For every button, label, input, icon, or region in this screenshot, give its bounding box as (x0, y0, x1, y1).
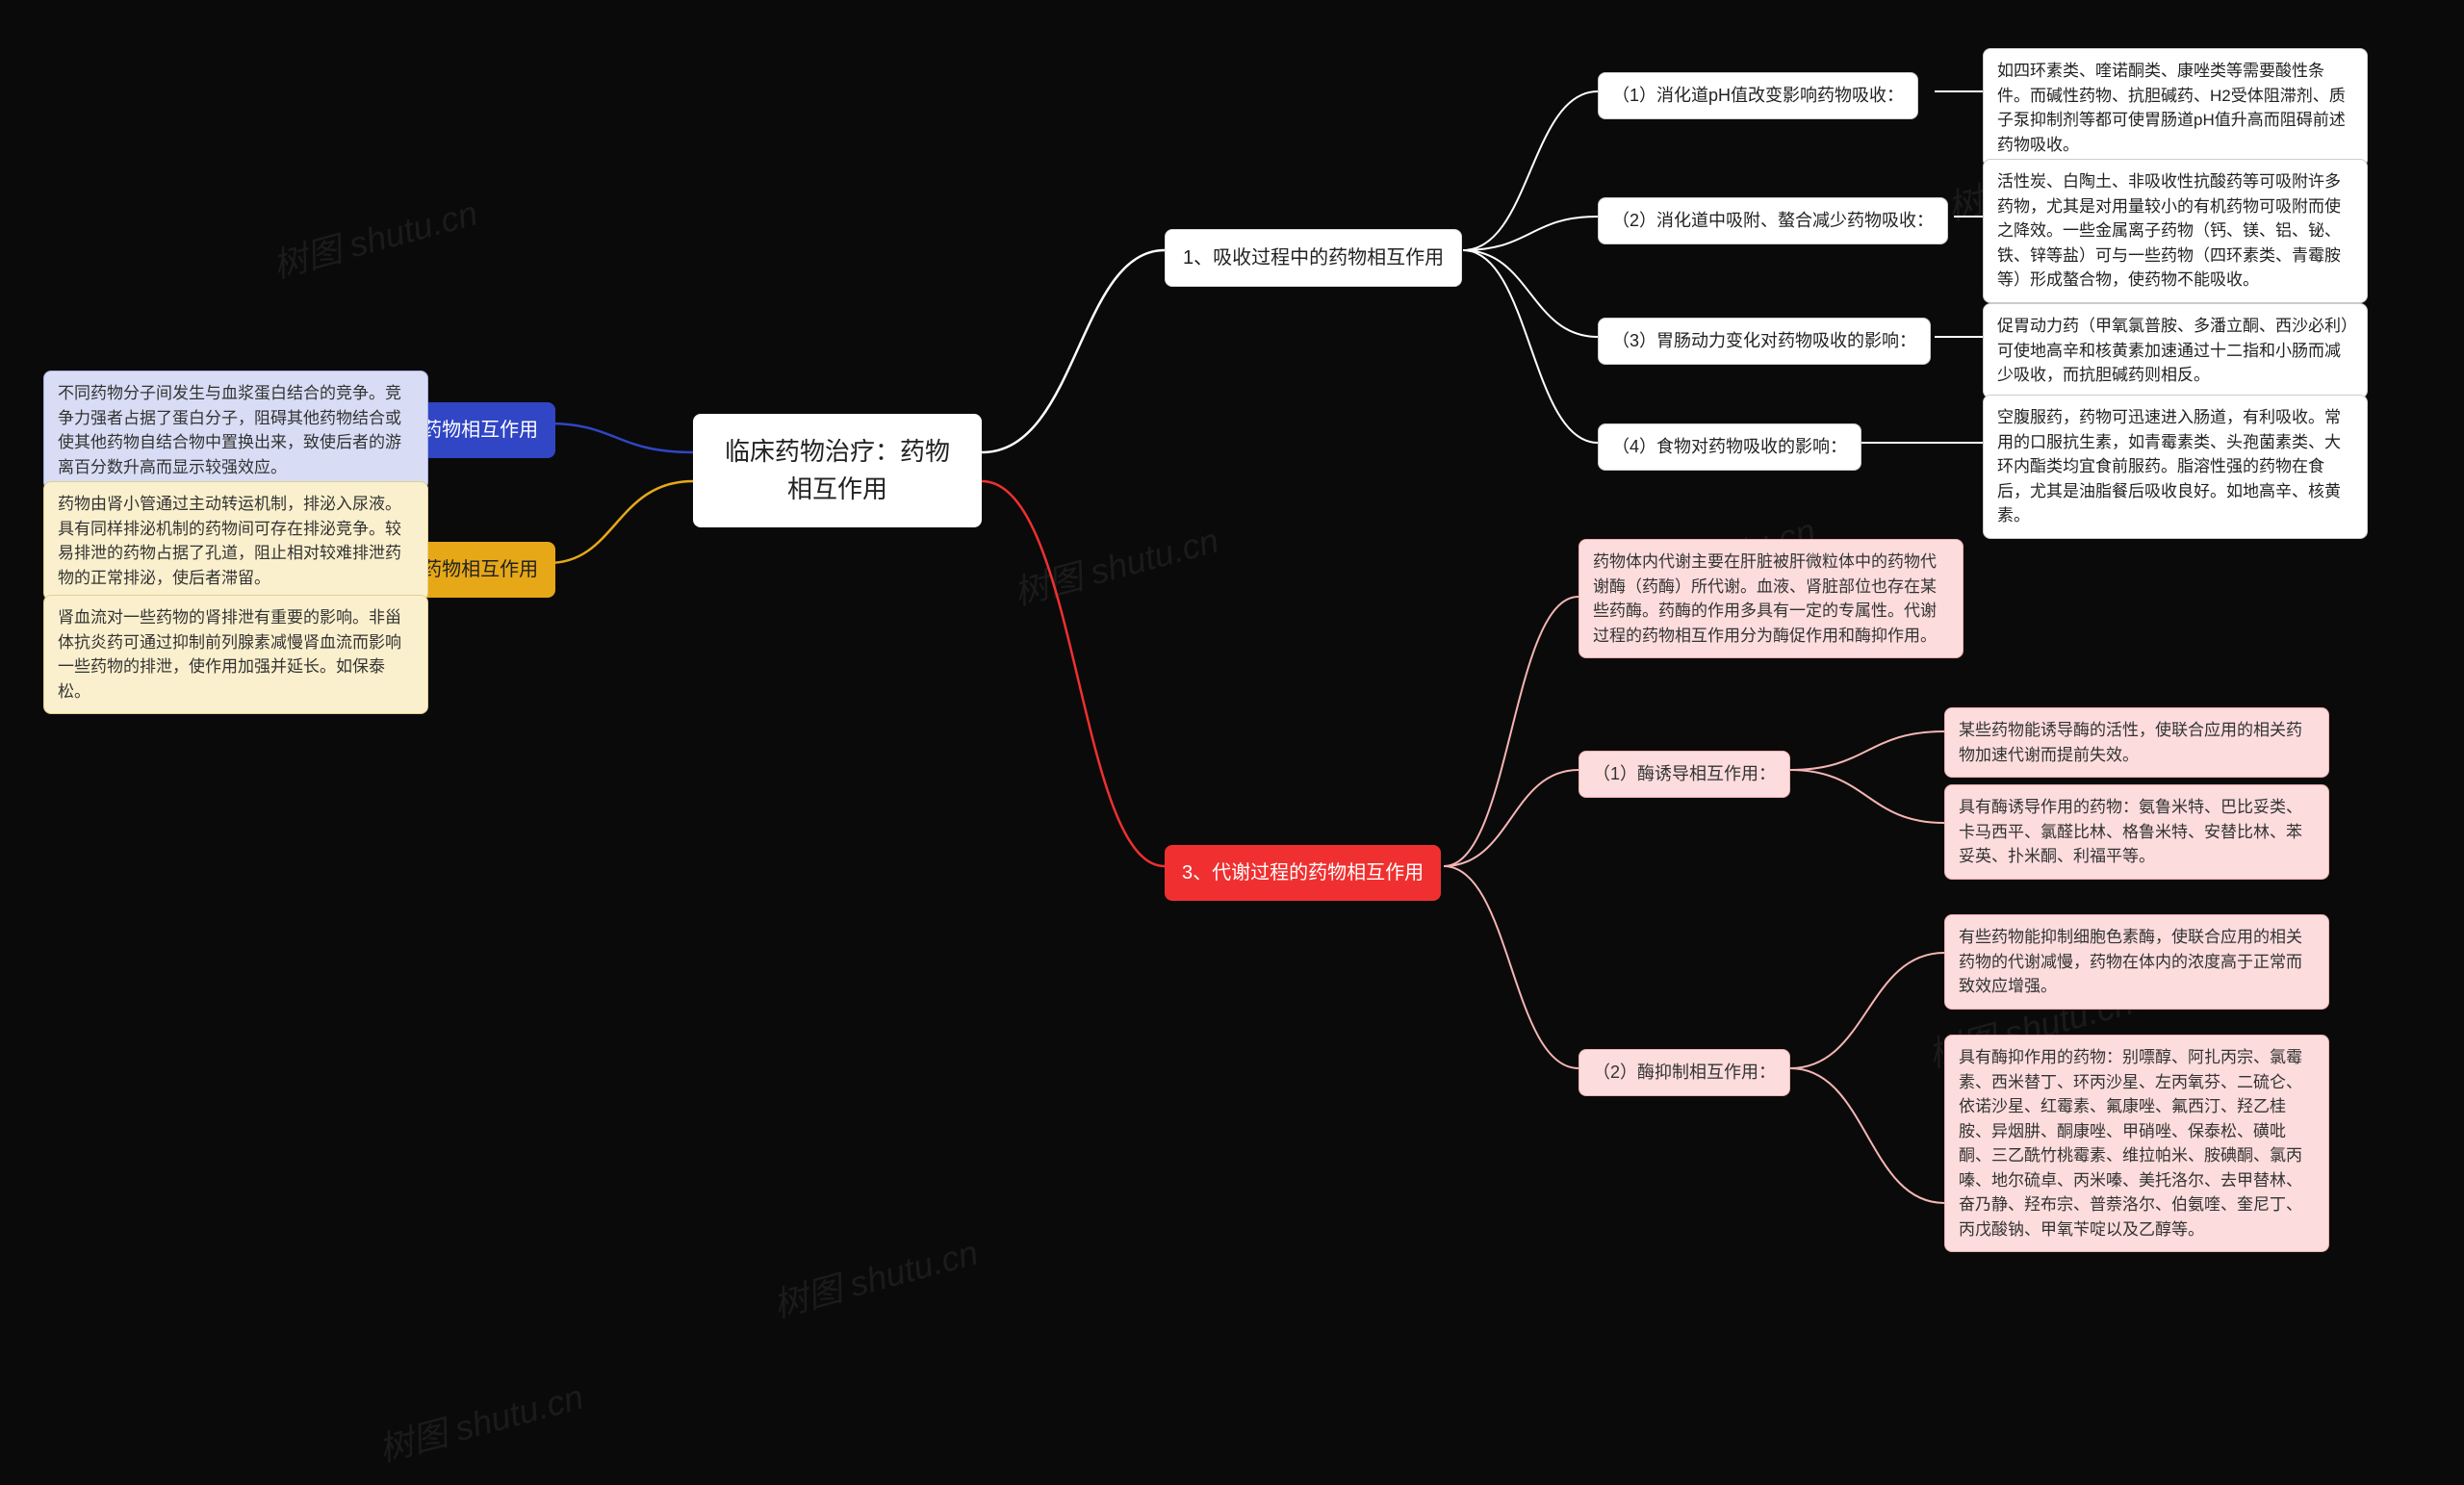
b4-detail-2: 肾血流对一些药物的肾排泄有重要的影响。非甾体抗炎药可通过抑制前列腺素减慢肾血流而… (43, 595, 428, 714)
b1-child-3[interactable]: （3）胃肠动力变化对药物吸收的影响： (1598, 318, 1931, 365)
b3-child-2[interactable]: （2）酶抑制相互作用： (1578, 1049, 1790, 1096)
b1-detail-3: 促胃动力药（甲氧氯普胺、多潘立酮、西沙必利）可使地高辛和核黄素加速通过十二指和小… (1983, 303, 2368, 398)
b1-detail-1: 如四环素类、喹诺酮类、康唑类等需要酸性条件。而碱性药物、抗胆碱药、H2受体阻滞剂… (1983, 48, 2368, 167)
branch-absorption[interactable]: 1、吸收过程中的药物相互作用 (1165, 229, 1462, 287)
b1-detail-4: 空腹服药，药物可迅速进入肠道，有利吸收。常用的口服抗生素，如青霉素类、头孢菌素类… (1983, 395, 2368, 539)
b2-detail: 不同药物分子间发生与血浆蛋白结合的竞争。竞争力强者占据了蛋白分子，阻碍其他药物结… (43, 371, 428, 490)
branch-metabolism[interactable]: 3、代谢过程的药物相互作用 (1165, 845, 1441, 901)
b1-child-4[interactable]: （4）食物对药物吸收的影响： (1598, 423, 1861, 471)
b3-child-1[interactable]: （1）酶诱导相互作用： (1578, 751, 1790, 798)
b3-intro: 药物体内代谢主要在肝脏被肝微粒体中的药物代谢酶（药酶）所代谢。血液、肾脏部位也存… (1578, 539, 1964, 658)
b3-c1-detail-2: 具有酶诱导作用的药物：氨鲁米特、巴比妥类、卡马西平、氯醛比林、格鲁米特、安替比林… (1944, 784, 2329, 880)
b3-c2-detail-2: 具有酶抑作用的药物：别嘌醇、阿扎丙宗、氯霉素、西米替丁、环丙沙星、左丙氧芬、二硫… (1944, 1035, 2329, 1252)
b4-detail-1: 药物由肾小管通过主动转运机制，排泌入尿液。具有同样排泌机制的药物间可存在排泌竞争… (43, 481, 428, 601)
root-node[interactable]: 临床药物治疗：药物相互作用 (693, 414, 982, 527)
b1-child-1[interactable]: （1）消化道pH值改变影响药物吸收： (1598, 72, 1918, 119)
b3-c2-detail-1: 有些药物能抑制细胞色素酶，使联合应用的相关药物的代谢减慢，药物在体内的浓度高于正… (1944, 914, 2329, 1010)
b1-child-2[interactable]: （2）消化道中吸附、螯合减少药物吸收： (1598, 197, 1948, 244)
b1-detail-2: 活性炭、白陶土、非吸收性抗酸药等可吸附许多药物，尤其是对用量较小的有机药物可吸附… (1983, 159, 2368, 303)
b3-c1-detail-1: 某些药物能诱导酶的活性，使联合应用的相关药物加速代谢而提前失效。 (1944, 707, 2329, 778)
